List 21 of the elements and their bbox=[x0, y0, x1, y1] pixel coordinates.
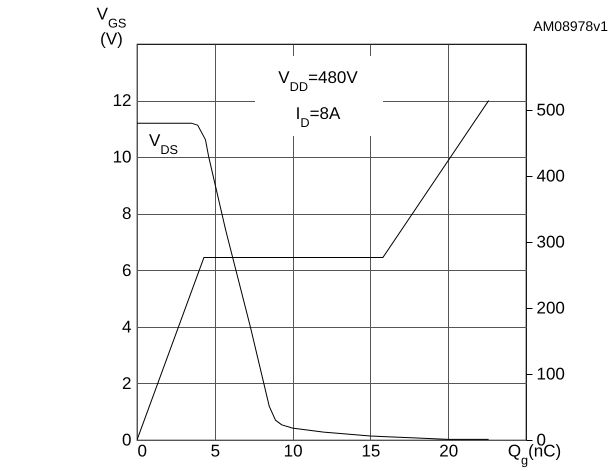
x-tick-label: 15 bbox=[361, 442, 380, 460]
x-tick-label: 10 bbox=[284, 442, 303, 460]
y2-tick-label: 400 bbox=[536, 166, 565, 186]
y-tick-label: 10 bbox=[112, 148, 132, 167]
x-tick-label: 20 bbox=[439, 442, 458, 460]
series-label: V$_{DS}$ bbox=[149, 131, 178, 157]
y2-tick-label: 500 bbox=[536, 100, 565, 120]
y-tick-label: 4 bbox=[122, 317, 132, 336]
y-tick-label: 8 bbox=[122, 204, 132, 224]
text: AM08978v1 bbox=[533, 18, 608, 34]
y-tick-label: 6 bbox=[122, 260, 132, 280]
y-axis-title: V$_{GS}$ (V) bbox=[96, 4, 126, 48]
y-tick-label: 12 bbox=[112, 91, 132, 110]
y2-tick-label: 300 bbox=[536, 232, 565, 252]
annotation: V$_{DD}$=480V bbox=[278, 68, 358, 94]
y2-tick-label: 100 bbox=[536, 364, 565, 384]
x-tick-label: 5 bbox=[210, 442, 220, 460]
y2-tick-label: 200 bbox=[536, 298, 565, 318]
x-tick-label: 0 bbox=[138, 442, 147, 460]
annotation: I$_{D}$=8A bbox=[296, 104, 341, 130]
y-tick-label: 2 bbox=[122, 374, 132, 393]
